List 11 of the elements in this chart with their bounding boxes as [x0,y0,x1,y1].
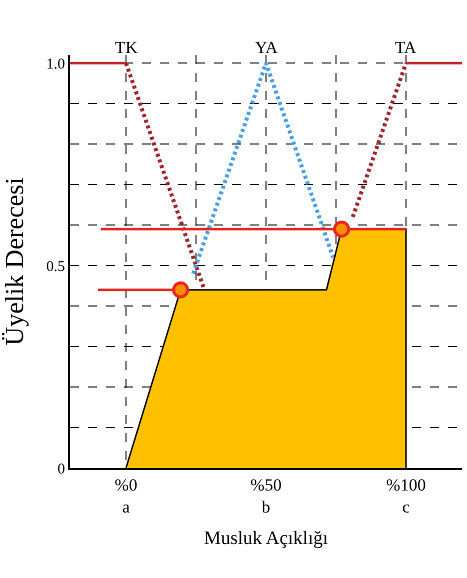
y-axis-title: Üyelik Derecesi [0,177,30,346]
series-label: YA [255,38,278,57]
y-tick-label: 0.5 [46,258,65,275]
series-label: TK [115,38,138,57]
series-label: TA [395,38,418,57]
y-tick-label: 1.0 [46,56,65,72]
x-axis-title: Musluk Açıklığı [204,528,328,549]
x-tick-label: %50 b [250,475,282,516]
x-tick-label: %100 c [386,475,426,516]
x-tick-label: %0 a [114,475,138,516]
y-tick-label: 0 [58,461,65,478]
